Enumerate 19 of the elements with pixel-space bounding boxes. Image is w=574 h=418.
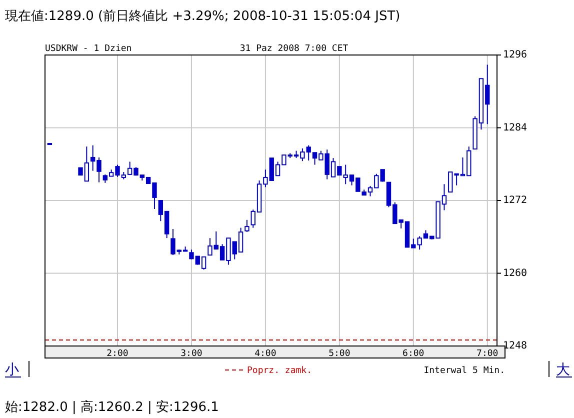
x-tick-label: 2:00: [106, 349, 128, 359]
y-tick-label: 1272: [503, 195, 528, 206]
text: 始:1282.0 | 高:1260.2 | 安:1296.1: [5, 399, 219, 415]
x-tick-label: 5:00: [328, 349, 350, 359]
chart-title: 現在値:1289.0 (前日終値比 +3.29%; 2008-10-31 15:05:04 JST): [5, 9, 400, 24]
x-tick-label: 4:00: [254, 349, 276, 359]
y-tick-label: 1260: [503, 268, 528, 279]
x-tick-label: 6:00: [402, 349, 424, 359]
y-tick-label: 1248: [503, 340, 528, 352]
legend-label: Poprz. zamk.: [247, 366, 312, 376]
y-tick-label: 1296: [503, 50, 528, 61]
x-tick-label: 3:00: [180, 349, 202, 359]
text: 小: [5, 362, 19, 378]
text: 31 Paz 2008 7:00 CET: [240, 44, 349, 54]
text: 大: [556, 362, 570, 378]
text: Interwal 5 Min.: [424, 366, 505, 376]
chart-subtitle: USDKRW - 1 Dzien: [45, 44, 132, 54]
y-tick-label: 1284: [503, 122, 528, 134]
x-tick-label: 7:00: [476, 349, 498, 359]
